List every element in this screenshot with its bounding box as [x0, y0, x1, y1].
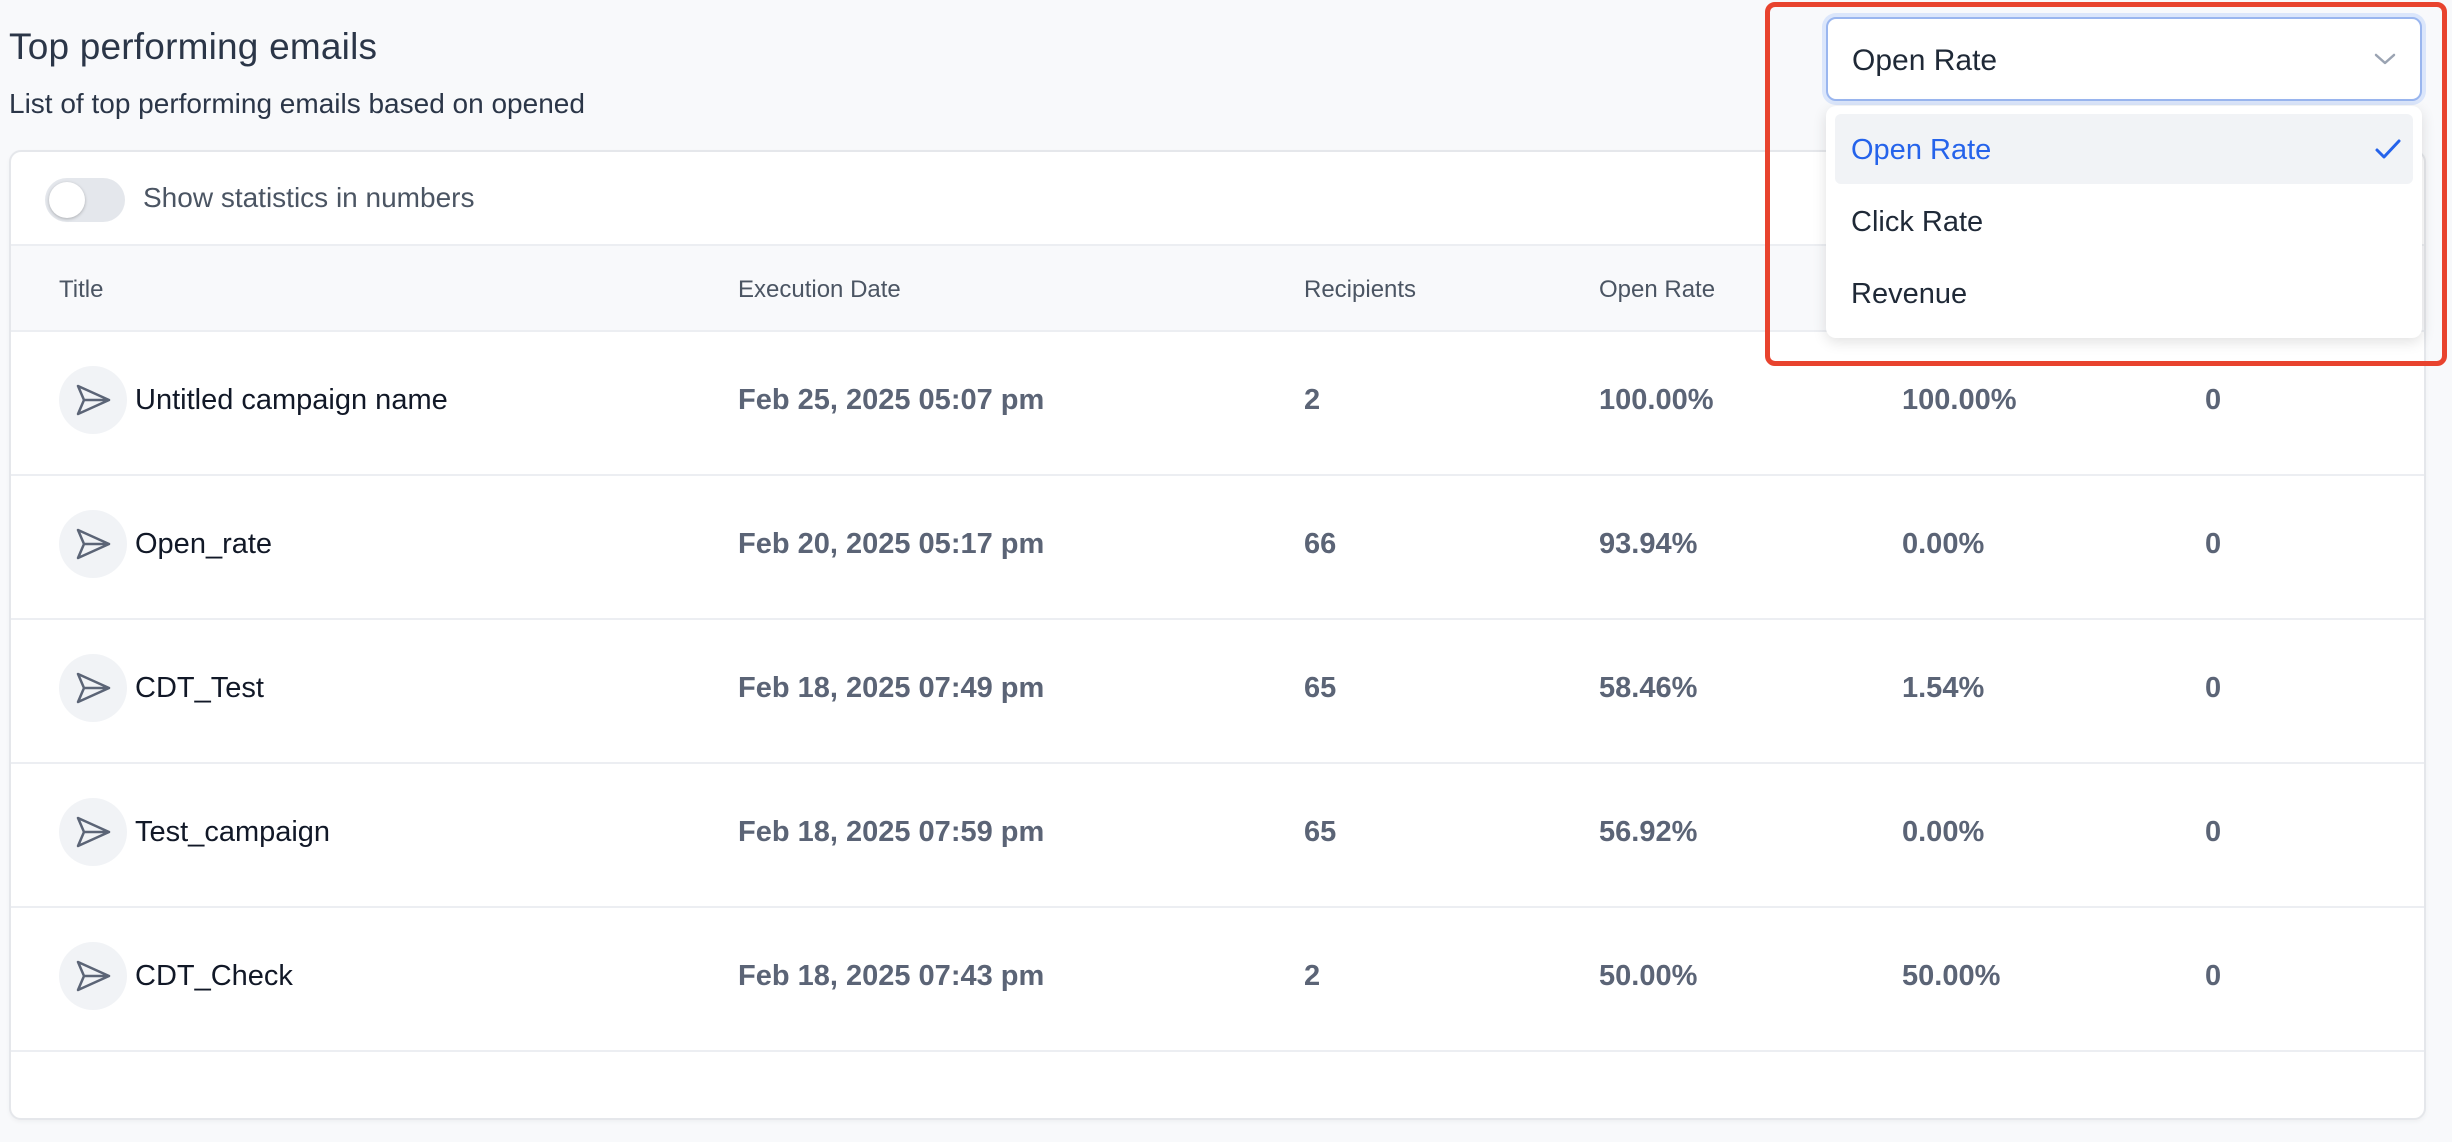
recipients-count: 65 — [1304, 672, 1337, 704]
table-row[interactable]: CDT_Test Feb 18, 2025 07:49 pm 65 58.46% 1.5… — [11, 620, 2424, 764]
table-row[interactable]: Untitled campaign name Feb 25, 2025 05:07… — [11, 332, 2424, 476]
revenue-value: 0 — [2205, 672, 2222, 704]
toggle-row: Show statistics in numbers — [11, 152, 2424, 246]
toggle-knob — [49, 182, 85, 218]
metric-select[interactable]: Open Rate — [1826, 17, 2422, 101]
menu-item-label: Open Rate — [1851, 134, 1992, 166]
execution-date: Feb 18, 2025 07:43 pm — [738, 960, 1045, 992]
recipients-count: 2 — [1304, 384, 1321, 416]
column-header-title[interactable]: Title — [59, 276, 104, 303]
header-title: Top performing emails — [9, 26, 378, 67]
revenue-value: 0 — [2205, 528, 2222, 560]
execution-date: Feb 18, 2025 07:49 pm — [738, 672, 1045, 704]
open-rate-value: 100.00% — [1599, 384, 1714, 416]
column-header-open-rate[interactable]: Open Rate — [1599, 276, 1716, 303]
click-rate-value: 1.54% — [1902, 672, 1985, 704]
send-icon — [59, 798, 127, 866]
statistics-toggle[interactable] — [45, 178, 125, 222]
table-row[interactable]: Open_rate Feb 20, 2025 05:17 pm 66 93.94% 0.… — [11, 476, 2424, 620]
email-title[interactable]: Test_campaign — [135, 816, 331, 848]
metric-dropdown-menu: Open Rate Click Rate Revenue — [1826, 106, 2422, 338]
email-title[interactable]: CDT_Check — [135, 960, 293, 992]
chevron-down-icon — [2372, 49, 2398, 74]
revenue-value: 0 — [2205, 960, 2222, 992]
send-icon — [59, 654, 127, 722]
send-icon — [59, 942, 127, 1010]
recipients-count: 2 — [1304, 960, 1321, 992]
email-title[interactable]: Untitled campaign name — [135, 384, 448, 416]
menu-item-click-rate[interactable]: Click Rate — [1835, 186, 2413, 256]
menu-item-label: Revenue — [1851, 278, 1968, 310]
click-rate-value: 0.00% — [1902, 816, 1985, 848]
check-icon — [2373, 136, 2403, 167]
execution-date: Feb 20, 2025 05:17 pm — [738, 528, 1045, 560]
menu-item-open-rate[interactable]: Open Rate — [1835, 114, 2413, 184]
click-rate-value: 0.00% — [1902, 528, 1985, 560]
open-rate-value: 58.46% — [1599, 672, 1698, 704]
menu-item-revenue[interactable]: Revenue — [1835, 258, 2413, 328]
execution-date: Feb 18, 2025 07:59 pm — [738, 816, 1045, 848]
toggle-label: Show statistics in numbers — [143, 182, 475, 213]
execution-date: Feb 25, 2025 05:07 pm — [738, 384, 1045, 416]
table-row[interactable]: Test_campaign Feb 18, 2025 07:59 pm 65 56.9… — [11, 764, 2424, 908]
menu-item-label: Click Rate — [1851, 206, 1984, 238]
click-rate-value: 50.00% — [1902, 960, 2001, 992]
revenue-value: 0 — [2205, 816, 2222, 848]
open-rate-value: 50.00% — [1599, 960, 1698, 992]
send-icon — [59, 510, 127, 578]
recipients-count: 66 — [1304, 528, 1337, 560]
recipients-count: 65 — [1304, 816, 1337, 848]
email-title[interactable]: CDT_Test — [135, 672, 264, 704]
header-subtitle: List of top performing emails based on o… — [9, 88, 585, 119]
revenue-value: 0 — [2205, 384, 2222, 416]
column-header-recipients[interactable]: Recipients — [1304, 276, 1417, 303]
open-rate-value: 56.92% — [1599, 816, 1698, 848]
click-rate-value: 100.00% — [1902, 384, 2017, 416]
table-row[interactable]: CDT_Check Feb 18, 2025 07:43 pm 2 50.00% 50.… — [11, 908, 2424, 1052]
select-value: Open Rate — [1852, 44, 1998, 77]
send-icon — [59, 366, 127, 434]
open-rate-value: 93.94% — [1599, 528, 1698, 560]
column-header-execution-date[interactable]: Execution Date — [738, 276, 901, 303]
email-title[interactable]: Open_rate — [135, 528, 273, 560]
